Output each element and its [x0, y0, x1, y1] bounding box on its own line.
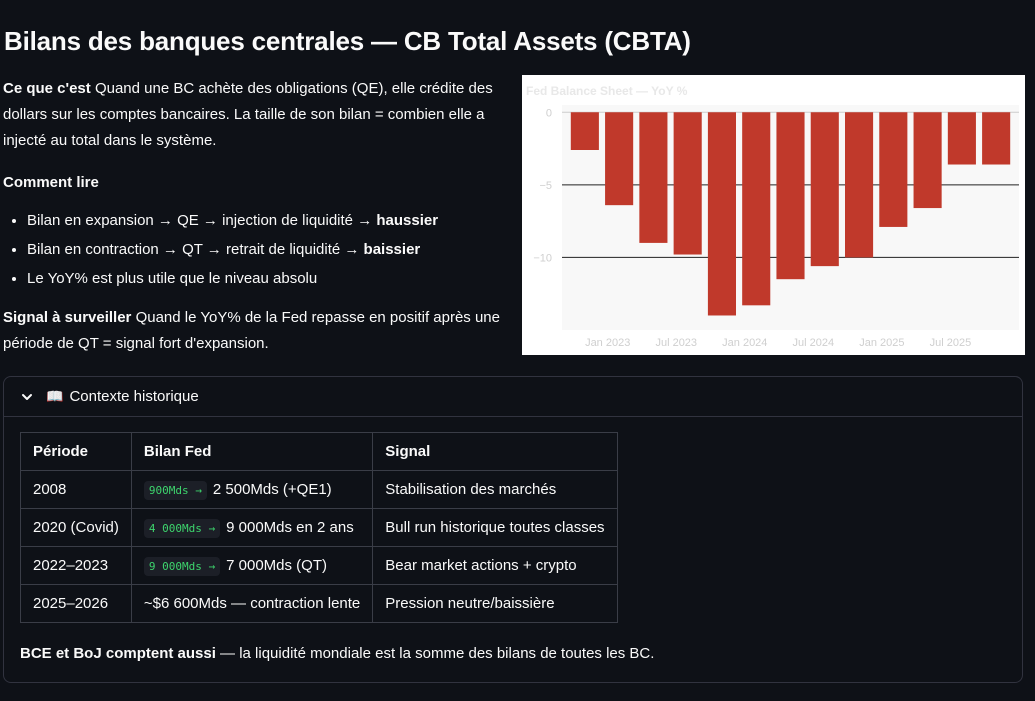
bar[interactable]	[776, 112, 805, 280]
bar[interactable]	[742, 112, 771, 306]
footer-note-text: — la liquidité mondiale est la somme des…	[215, 645, 655, 662]
footer-note: BCE et BoJ comptent aussi — la liquidité…	[20, 645, 654, 662]
x-tick-label: Jan 2024	[722, 337, 767, 349]
y-tick-label: −10	[533, 252, 552, 264]
signal-text: Quand le YoY% de la Fed repasse en posit…	[3, 309, 500, 352]
bullet-text: Le YoY% est plus utile que le niveau abs…	[27, 270, 318, 287]
what-paragraph: Ce que c'est Quand une BC achète des obl…	[3, 76, 503, 154]
expander-label: Contexte historique	[69, 388, 199, 405]
period-cell: 2020 (Covid)	[20, 508, 132, 547]
bar[interactable]	[639, 112, 668, 243]
bullet-text: Bilan en expansion → QE → injection de l…	[27, 212, 377, 229]
chevron-down-icon	[22, 393, 32, 400]
bar[interactable]	[673, 112, 702, 255]
table-header-row: Période Bilan Fed Signal	[20, 432, 619, 471]
balance-cell: 4 000Mds → 9 000Mds en 2 ans	[130, 508, 374, 547]
howto-list: Bilan en expansion → QE → injection de l…	[3, 206, 503, 293]
bar[interactable]	[947, 112, 976, 165]
balance-text: 7 000Mds (QT)	[226, 557, 327, 574]
bullet-bold: haussier	[376, 212, 439, 229]
inline-code: 9 000Mds →	[143, 557, 221, 576]
x-tick-label: Jul 2024	[793, 337, 835, 349]
x-tick-label: Jan 2023	[585, 337, 630, 349]
signal-paragraph: Signal à surveiller Quand le YoY% de la …	[3, 305, 503, 357]
x-tick-label: Jul 2023	[655, 337, 697, 349]
open-book-icon: 📖	[46, 388, 64, 405]
balance-text: 9 000Mds en 2 ans	[226, 519, 354, 536]
expander-header[interactable]: 📖 Contexte historique	[4, 377, 1022, 417]
x-tick-label: Jan 2025	[859, 337, 904, 349]
signal-label: Signal à surveiller	[3, 309, 132, 326]
balance-cell: 9 000Mds → 7 000Mds (QT)	[130, 546, 374, 585]
bar[interactable]	[605, 112, 634, 206]
chart-canvas: 0 −5 −10 Jan 2023 Jul 2023 Jan 2024 Jul 2024 Ja…	[526, 84, 1019, 349]
bullet-text: Bilan en contraction → QT → retrait de l…	[27, 241, 364, 258]
signal-cell: Pression neutre/baissière	[372, 584, 619, 623]
inline-code: 900Mds →	[143, 481, 207, 500]
column-header: Bilan Fed	[130, 432, 374, 471]
y-tick-label: −5	[539, 180, 552, 192]
table-row: 2008 900Mds → 2 500Mds (+QE1) Stabilisati…	[20, 470, 619, 509]
period-cell: 2008	[20, 470, 132, 509]
signal-cell: Bear market actions + crypto	[372, 546, 619, 585]
column-header: Signal	[372, 432, 619, 471]
table-row: 2020 (Covid) 4 000Mds → 9 000Mds en 2 ans…	[20, 508, 619, 547]
intro-section: Ce que c'est Quand une BC achète des obl…	[3, 76, 503, 357]
history-table: Période Bilan Fed Signal 2008 900Mds → 2 …	[20, 432, 619, 623]
bar[interactable]	[844, 112, 874, 258]
balance-text: 2 500Mds (+QE1)	[212, 481, 332, 498]
x-tick-label: Jul 2025	[930, 337, 972, 349]
balance-cell: 900Mds → 2 500Mds (+QE1)	[130, 470, 374, 509]
list-item: Bilan en contraction → QT → retrait de l…	[27, 235, 503, 264]
list-item: Le YoY% est plus utile que le niveau abs…	[27, 264, 503, 293]
chart-title: Fed Balance Sheet — YoY %	[526, 84, 688, 98]
signal-cell: Stabilisation des marchés	[372, 470, 619, 509]
historical-context-expander: 📖 Contexte historique Période Bilan Fed …	[3, 376, 1023, 683]
bar[interactable]	[810, 112, 839, 267]
footer-note-bold: BCE et BoJ comptent aussi	[20, 645, 216, 662]
signal-cell: Bull run historique toutes classes	[372, 508, 619, 547]
table-row: 2025–2026 ~$6 600Mds — contraction lente…	[20, 584, 619, 623]
column-header: Période	[20, 432, 132, 471]
bar[interactable]	[879, 112, 908, 227]
period-cell: 2022–2023	[20, 546, 132, 585]
list-item: Bilan en expansion → QE → injection de l…	[27, 206, 503, 235]
page-title: Bilans des banques centrales — CB Total …	[4, 26, 691, 56]
bar[interactable]	[570, 112, 599, 150]
table-row: 2022–2023 9 000Mds → 7 000Mds (QT) Bear m…	[20, 546, 619, 585]
howto-title: Comment lire	[3, 174, 99, 191]
inline-code: 4 000Mds →	[143, 519, 221, 538]
bar[interactable]	[982, 112, 1011, 165]
y-tick-label: 0	[546, 107, 552, 119]
bar[interactable]	[913, 112, 942, 209]
bar[interactable]	[707, 112, 737, 316]
what-label: Ce que c'est	[3, 80, 91, 97]
what-text: Quand une BC achète des obligations (QE)…	[3, 80, 493, 149]
yoy-bar-chart[interactable]: 0 −5 −10 Jan 2023 Jul 2023 Jan 2024 Jul 2024 Ja…	[522, 75, 1025, 355]
balance-cell: ~$6 600Mds — contraction lente	[130, 584, 374, 623]
bullet-bold: baissier	[363, 241, 421, 258]
period-cell: 2025–2026	[20, 584, 132, 623]
